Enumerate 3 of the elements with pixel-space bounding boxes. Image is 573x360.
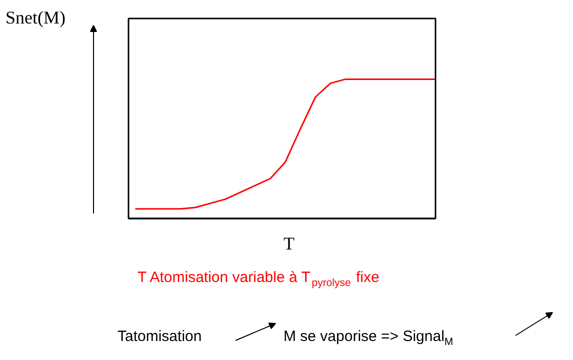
x-axis-title: T <box>284 234 294 254</box>
y-axis-title: Snet(M) <box>6 8 66 28</box>
text: Tatomisation <box>118 328 202 345</box>
